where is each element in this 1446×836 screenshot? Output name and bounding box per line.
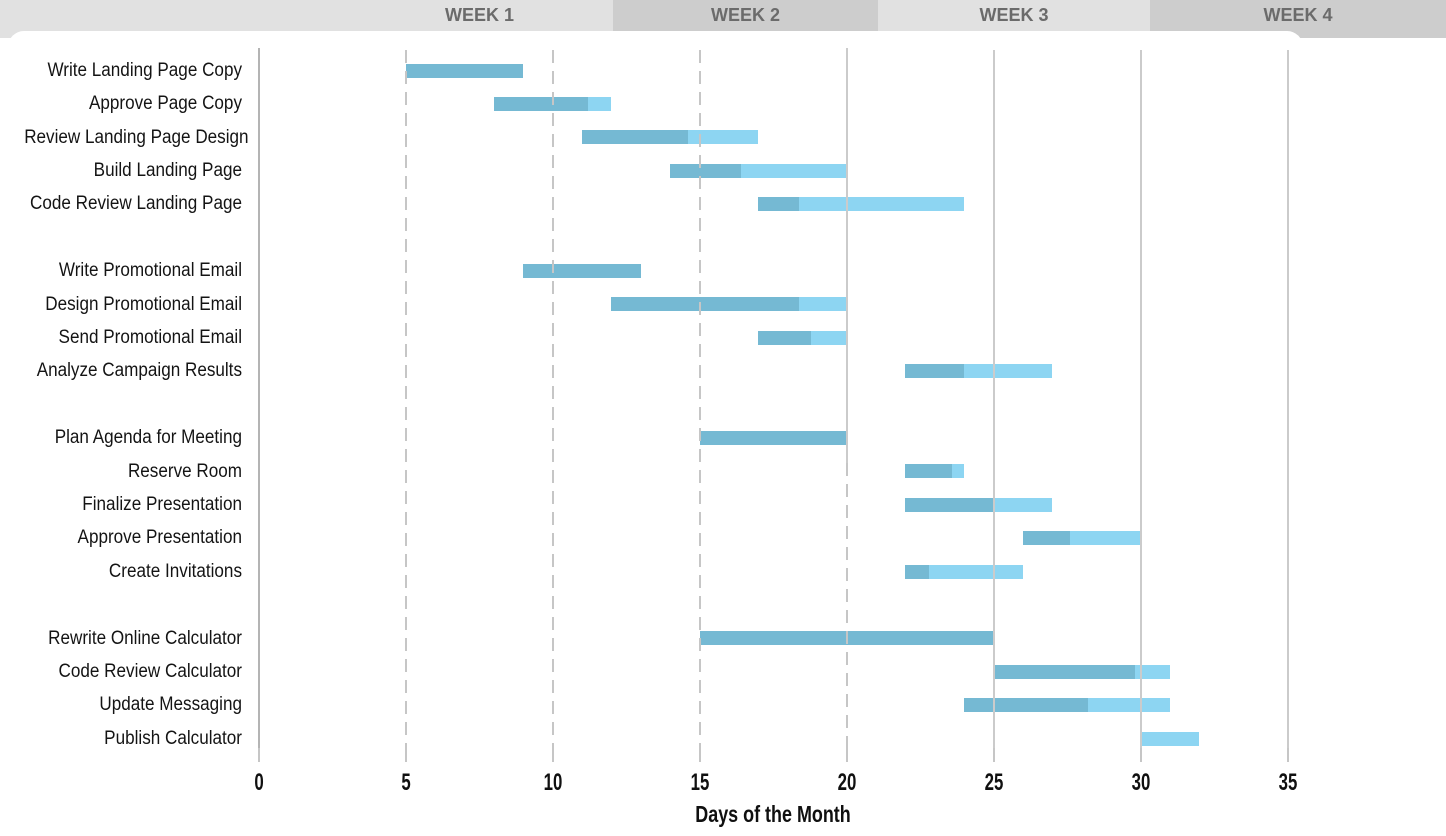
x-tick-day-10 (551, 748, 554, 762)
x-tick-label-20: 20 (837, 769, 856, 796)
gantt-bar-completed (523, 263, 641, 278)
gantt-bar-completed (581, 130, 688, 145)
x-tick-label-25: 25 (984, 769, 1003, 796)
gantt-bar-remaining (1134, 664, 1170, 679)
x-tick-label-5: 5 (400, 769, 411, 796)
gantt-bar-completed (905, 364, 965, 379)
task-label: Design Promotional Email (45, 293, 242, 315)
task-label: Build Landing Page (93, 160, 242, 181)
gantt-bar (405, 63, 524, 78)
task-label: Reserve Room (127, 460, 242, 482)
gantt-bar-remaining (799, 197, 965, 212)
gridline-day-5 (404, 50, 407, 748)
gantt-bar-completed (905, 497, 994, 512)
task-label: Code Review Landing Page (29, 193, 243, 215)
task-label: Write Landing Page Copy (47, 59, 242, 81)
task-label: Publish Calculator (104, 727, 242, 749)
x-tick-label-0: 0 (253, 769, 264, 796)
gantt-bar (1022, 531, 1141, 546)
x-tick-day-15 (698, 748, 701, 762)
gantt-bar-remaining (993, 497, 1053, 512)
gantt-bar (993, 664, 1170, 679)
gantt-bar-completed (1022, 531, 1070, 546)
gantt-bar (670, 163, 847, 178)
gantt-bar-remaining (1087, 698, 1170, 713)
x-axis-title: Days of the Month (695, 801, 851, 827)
gantt-bar-remaining (811, 330, 847, 345)
gantt-bar-remaining (1069, 531, 1141, 546)
x-tick-label-30: 30 (1131, 769, 1150, 796)
gantt-bar-completed (405, 63, 524, 78)
gridline-day-0 (257, 48, 260, 762)
gantt-bar (758, 197, 965, 212)
gantt-bar-completed (993, 664, 1135, 679)
gantt-bar-completed (611, 297, 800, 312)
gantt-bar-completed (758, 330, 812, 345)
gantt-bar (611, 297, 847, 312)
gantt-bar-completed (964, 698, 1088, 713)
gantt-bar (1140, 731, 1200, 746)
task-label: Review Landing Page Design (24, 126, 249, 148)
gridline-day-10 (551, 50, 554, 748)
task-label: Create Invitations (108, 560, 242, 582)
gridline-day-20 (845, 48, 848, 463)
gantt-bar (905, 364, 1053, 379)
gantt-bar-completed (670, 163, 741, 178)
gantt-bar (905, 464, 965, 479)
gantt-bar-completed (905, 564, 929, 579)
x-tick-day-20 (845, 748, 848, 762)
x-tick-day-30 (1139, 748, 1142, 762)
gantt-bar-remaining (587, 96, 612, 111)
x-tick-label-15: 15 (690, 769, 709, 796)
gantt-bar (905, 497, 1053, 512)
gantt-bar (699, 430, 847, 445)
gantt-bar (758, 330, 847, 345)
gantt-bar (581, 130, 759, 145)
x-tick-day-5 (404, 748, 407, 762)
task-label: Finalize Presentation (82, 494, 242, 515)
gantt-bar-completed (493, 96, 588, 111)
gantt-bar-completed (758, 197, 800, 212)
task-label: Send Promotional Email (58, 327, 242, 348)
x-tick-day-25 (992, 748, 995, 762)
gantt-bar (493, 96, 612, 111)
gantt-bar (905, 564, 1023, 579)
gridline-day-30 (1139, 50, 1142, 748)
gridline-day-20 (845, 463, 848, 748)
gantt-bar-remaining (740, 163, 847, 178)
x-tick-label-10: 10 (543, 769, 562, 796)
task-label: Analyze Campaign Results (36, 360, 242, 382)
task-label: Update Messaging (99, 694, 243, 716)
x-tick-day-0 (257, 748, 260, 762)
gantt-bar-remaining (1140, 731, 1200, 746)
week-label-1: WEEK 1 (444, 5, 514, 25)
task-label: Approve Presentation (77, 527, 242, 549)
gantt-bar-completed (905, 464, 953, 479)
week-label-4: WEEK 4 (1263, 5, 1333, 25)
gridline-day-25 (992, 50, 995, 748)
gantt-bar-remaining (964, 364, 1053, 379)
x-tick-label-35: 35 (1278, 769, 1297, 796)
gantt-bar (964, 698, 1170, 713)
gantt-bar-remaining (928, 564, 1023, 579)
task-label: Plan Agenda for Meeting (54, 427, 242, 449)
gridline-day-35 (1286, 50, 1289, 748)
gridline-day-15 (698, 50, 701, 748)
task-label: Write Promotional Email (58, 260, 242, 282)
task-label: Code Review Calculator (58, 661, 242, 682)
gantt-bar-completed (699, 430, 847, 445)
week-label-2: WEEK 2 (710, 5, 780, 25)
task-label: Rewrite Online Calculator (48, 627, 242, 649)
task-label: Approve Page Copy (88, 93, 243, 115)
gantt-bar-remaining (687, 130, 759, 145)
gantt-bar-remaining (952, 464, 965, 479)
week-label-3: WEEK 3 (979, 5, 1049, 25)
x-tick-day-35 (1286, 748, 1289, 762)
gantt-bar (523, 263, 641, 278)
gantt-bar-remaining (799, 297, 847, 312)
